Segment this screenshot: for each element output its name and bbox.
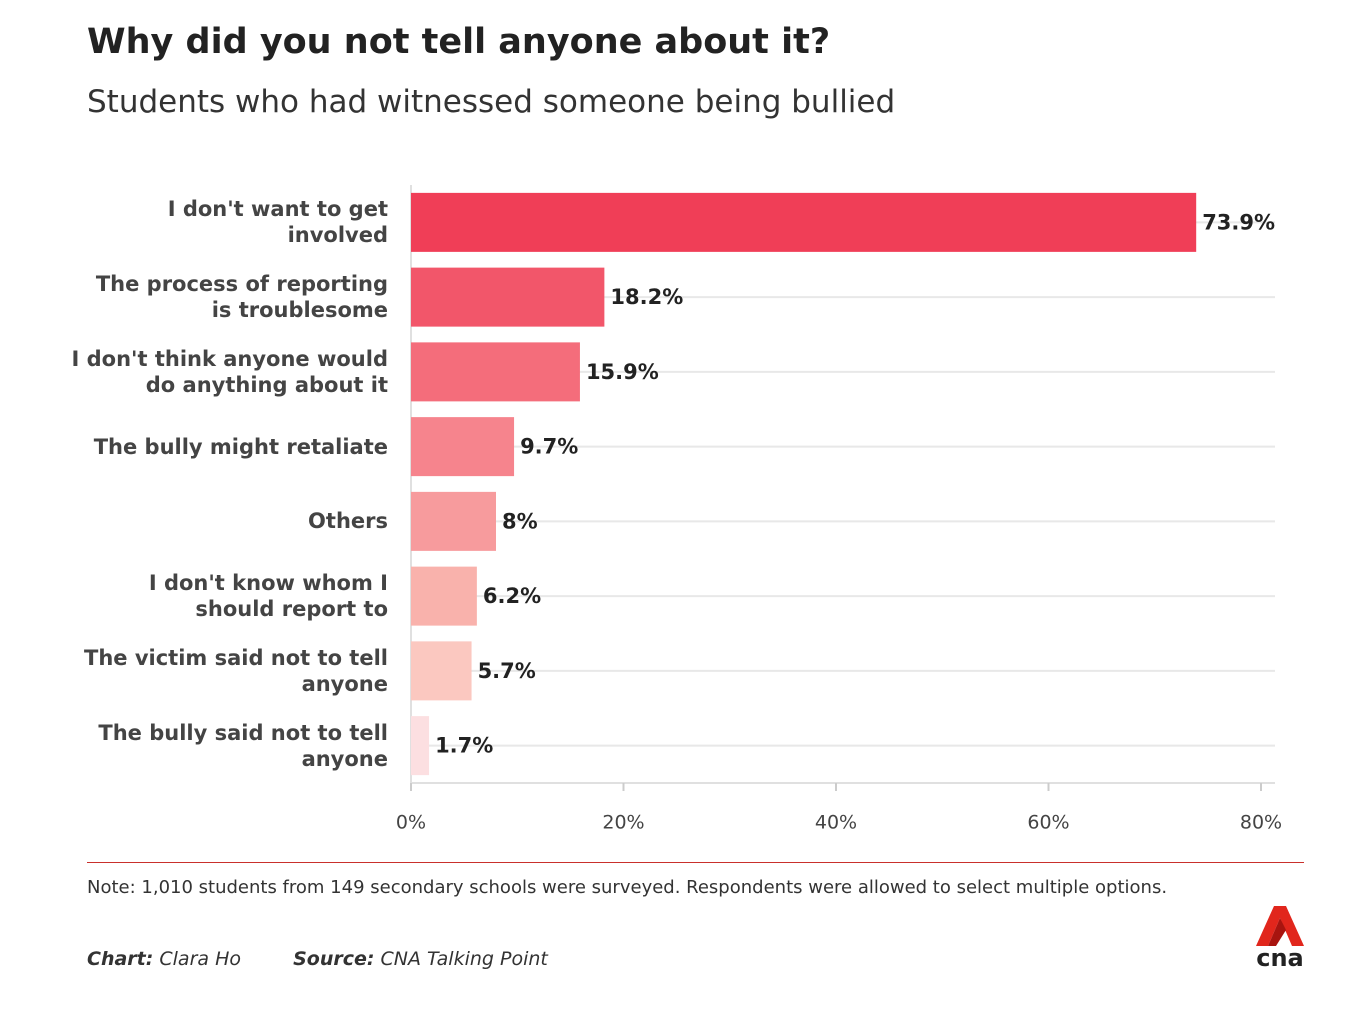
category-label: I don't want to get involved bbox=[167, 197, 388, 248]
credit-label: Chart: bbox=[87, 948, 154, 970]
bar bbox=[411, 267, 605, 327]
value-label: 9.7% bbox=[520, 435, 578, 459]
logo-text: cna bbox=[1256, 944, 1304, 972]
bar bbox=[411, 491, 496, 551]
bar bbox=[411, 417, 515, 477]
category-label: The bully might retaliate bbox=[93, 434, 388, 459]
category-label: Others bbox=[308, 509, 388, 534]
value-label: 5.7% bbox=[478, 659, 536, 683]
bar bbox=[411, 716, 430, 776]
value-label: 6.2% bbox=[483, 584, 541, 608]
bar bbox=[411, 192, 1197, 252]
x-tick-label: 0% bbox=[396, 812, 426, 834]
category-label: The process of reporting is troublesome bbox=[95, 272, 388, 323]
chart-title: Why did you not tell anyone about it? bbox=[87, 22, 831, 62]
source: CNA Talking Point bbox=[380, 948, 548, 970]
value-label: 1.7% bbox=[435, 734, 493, 758]
bar bbox=[411, 342, 580, 402]
x-tick-label: 20% bbox=[602, 812, 644, 834]
value-label: 18.2% bbox=[610, 285, 683, 309]
chart-subtitle: Students who had witnessed someone being… bbox=[87, 84, 896, 120]
category-label: I don't think anyone would do anything a… bbox=[71, 346, 388, 397]
value-label: 8% bbox=[502, 509, 538, 533]
category-label: The victim said not to tell anyone bbox=[84, 645, 388, 696]
value-label: 15.9% bbox=[586, 360, 659, 384]
source-label: Source: bbox=[293, 948, 375, 970]
credit: Clara Ho bbox=[159, 948, 241, 970]
bar bbox=[411, 641, 472, 701]
value-label: 73.9% bbox=[1202, 210, 1275, 234]
note: Note: 1,010 students from 149 secondary … bbox=[87, 877, 1168, 898]
x-tick-label: 80% bbox=[1240, 812, 1282, 834]
category-label: I don't know whom I should report to bbox=[148, 571, 388, 622]
bar bbox=[411, 566, 477, 626]
credits: Chart: Clara Ho Source: CNA Talking Poin… bbox=[87, 948, 548, 970]
category-label: The bully said not to tell anyone bbox=[98, 720, 388, 771]
x-tick-label: 60% bbox=[1027, 812, 1069, 834]
logo: cna bbox=[1256, 906, 1304, 972]
x-tick-label: 40% bbox=[815, 812, 857, 834]
